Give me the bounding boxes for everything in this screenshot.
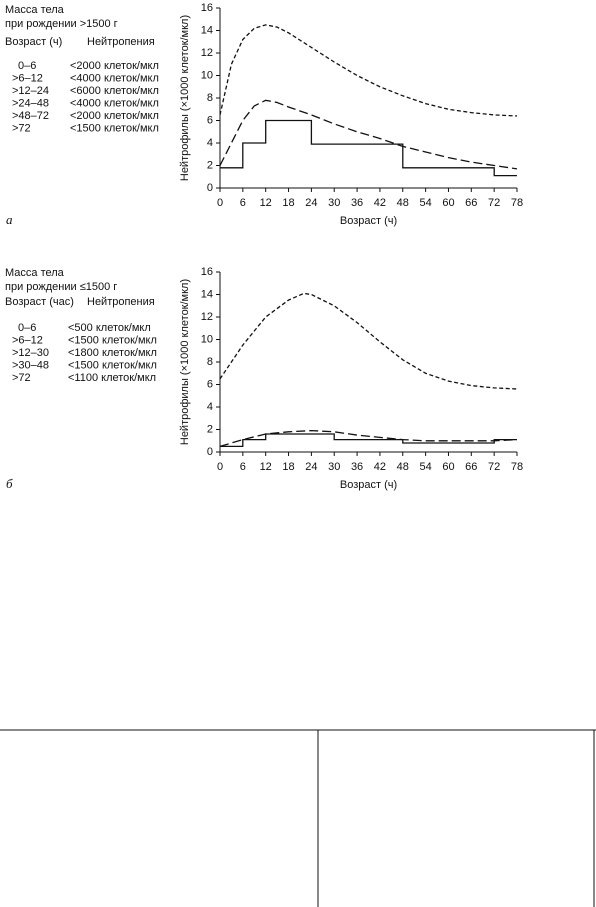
side-value: <4000 клеток/мкл: [70, 97, 159, 109]
y-tick-label: 2: [207, 159, 213, 171]
y-tick-label: 0: [207, 182, 213, 194]
y-tick-label: 12: [201, 47, 213, 59]
series-line: [219, 24, 518, 117]
x-tick-label: 66: [465, 461, 477, 473]
side-value: <1800 клеток/мкл: [68, 347, 157, 359]
y-tick-label: 16: [201, 266, 213, 278]
x-tick-label: 12: [260, 197, 272, 209]
side-value: <500 клеток/мкл: [68, 322, 151, 334]
x-tick-label: 78: [511, 461, 523, 473]
panel-label: а: [6, 212, 13, 227]
x-tick-label: 72: [488, 197, 500, 209]
side-age: >12–30: [12, 347, 49, 359]
x-tick-label: 54: [419, 197, 431, 209]
x-tick-label: 18: [282, 197, 294, 209]
side-age: 0–6: [18, 322, 36, 334]
y-tick-label: 12: [201, 311, 213, 323]
y-tick-label: 8: [207, 92, 213, 104]
side-header: Возраст (ч): [5, 36, 62, 48]
y-tick-label: 10: [201, 333, 213, 345]
x-tick-label: 36: [351, 197, 363, 209]
series-line: [219, 99, 518, 170]
x-tick-label: 48: [397, 197, 409, 209]
series-line: [219, 292, 518, 390]
x-axis-label: Возраст (ч): [340, 215, 397, 227]
x-tick-label: 66: [465, 197, 477, 209]
y-tick-label: 6: [207, 378, 213, 390]
x-tick-label: 78: [511, 197, 523, 209]
x-tick-label: 36: [351, 461, 363, 473]
series-line: [220, 433, 517, 448]
x-tick-label: 42: [374, 197, 386, 209]
x-tick-label: 24: [305, 197, 317, 209]
x-tick-label: 18: [282, 461, 294, 473]
side-age: 0–6: [18, 60, 36, 72]
side-title: при рождении ≤1500 г: [5, 281, 117, 293]
y-tick-label: 16: [201, 2, 213, 14]
side-value: <2000 клеток/мкл: [70, 60, 159, 72]
side-age: >24–48: [12, 97, 49, 109]
y-tick-label: 2: [207, 423, 213, 435]
x-tick-label: 54: [419, 461, 431, 473]
side-header: Нейтропения: [87, 36, 155, 48]
x-tick-label: 6: [240, 197, 246, 209]
side-age: >6–12: [12, 334, 43, 346]
y-tick-label: 10: [201, 69, 213, 81]
side-value: <1100 клеток/мкл: [68, 372, 156, 384]
x-axis-label: Возраст (ч): [340, 479, 397, 491]
x-tick-label: 42: [374, 461, 386, 473]
x-tick-label: 72: [488, 461, 500, 473]
panel-label: б: [6, 476, 13, 491]
y-tick-label: 14: [201, 288, 213, 300]
y-axis-label: Нейтрофилы (×1000 клеток/мкл): [179, 279, 191, 445]
x-tick-label: 48: [397, 461, 409, 473]
x-tick-label: 60: [442, 197, 454, 209]
x-tick-label: 12: [260, 461, 272, 473]
side-age: >72: [12, 372, 31, 384]
series-line: [219, 429, 518, 448]
x-tick-label: 60: [442, 461, 454, 473]
side-age: >48–72: [12, 110, 49, 122]
side-age: >6–12: [12, 72, 43, 84]
x-tick-label: 24: [305, 461, 317, 473]
y-tick-label: 14: [201, 24, 213, 36]
y-tick-label: 8: [207, 356, 213, 368]
y-axis-label: Нейтрофилы (×1000 клеток/мкл): [179, 15, 191, 181]
side-value: <1500 клеток/мкл: [70, 122, 159, 134]
side-header: Возраст (час): [5, 296, 74, 308]
side-title: Масса тела: [5, 267, 65, 279]
side-age: >30–48: [12, 359, 49, 371]
x-tick-label: 30: [328, 197, 340, 209]
y-tick-label: 4: [207, 137, 213, 149]
side-age: >72: [12, 122, 31, 134]
x-tick-label: 6: [240, 461, 246, 473]
y-tick-label: 6: [207, 114, 213, 126]
side-age: >12–24: [12, 85, 49, 97]
side-value: <2000 клеток/мкл: [70, 110, 159, 122]
y-tick-label: 0: [207, 446, 213, 458]
side-header: Нейтропения: [87, 296, 155, 308]
side-value: <4000 клеток/мкл: [70, 72, 159, 84]
x-tick-label: 30: [328, 461, 340, 473]
x-tick-label: 0: [217, 461, 223, 473]
side-title: Масса тела: [5, 4, 65, 16]
side-value: <1500 клеток/мкл: [68, 359, 157, 371]
side-title: при рождении >1500 г: [5, 18, 118, 30]
side-value: <1500 клеток/мкл: [68, 334, 157, 346]
series-line: [220, 119, 517, 177]
y-tick-label: 4: [207, 401, 213, 413]
side-value: <6000 клеток/мкл: [70, 85, 159, 97]
x-tick-label: 0: [217, 197, 223, 209]
